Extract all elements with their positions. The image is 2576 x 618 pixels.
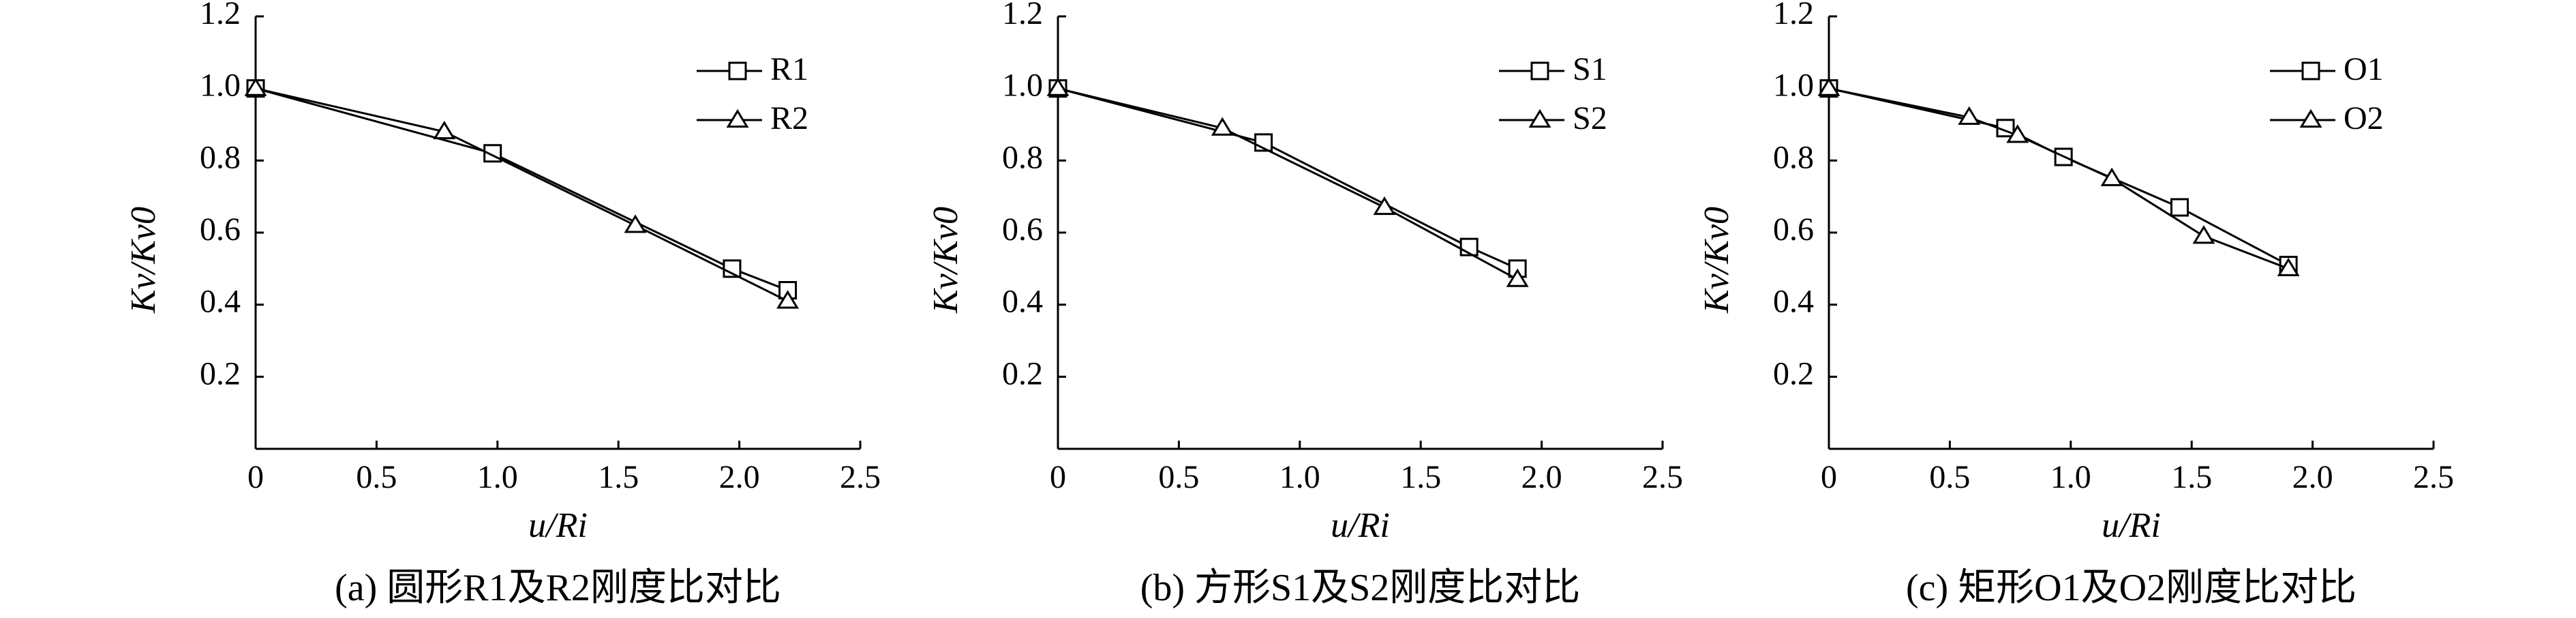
x-tick-label: 0.5 (1929, 459, 1970, 495)
y-tick-label: 1.0 (1002, 68, 1043, 104)
x-tick-label: 2.5 (2413, 459, 2454, 495)
marker (1459, 237, 1479, 256)
marker (624, 214, 647, 233)
x-tick-label: 2.0 (719, 459, 760, 495)
y-tick-label: 0.2 (200, 355, 241, 392)
marker (1528, 108, 1551, 128)
y-tick-label: 0.4 (1773, 284, 1814, 320)
x-tick-label: 2.5 (1642, 459, 1683, 495)
marker (2277, 257, 2300, 276)
y-tick-label: 0.2 (1002, 355, 1043, 392)
marker (244, 77, 267, 96)
legend-label: O2 (2344, 100, 2384, 136)
legend-label: S1 (1573, 51, 1607, 87)
y-tick-label: 0.8 (1002, 139, 1043, 175)
series-line (1057, 87, 1518, 270)
series-line (255, 87, 789, 291)
legend-label: S2 (1573, 100, 1607, 136)
marker (1958, 106, 1981, 126)
x-tick-label: 1.0 (2050, 459, 2091, 495)
x-tick-label: 1.0 (477, 459, 518, 495)
series-line (1828, 87, 2289, 266)
x-tick-label: 1.5 (1400, 459, 1441, 495)
y-tick-label: 1.2 (1002, 0, 1043, 31)
x-axis-label: u/Ri (528, 506, 588, 545)
x-tick-label: 0 (1050, 459, 1066, 495)
marker (2192, 225, 2215, 244)
y-tick-label: 1.0 (1773, 68, 1814, 104)
marker (726, 108, 749, 128)
y-tick-label: 0.4 (200, 284, 241, 320)
y-tick-label: 1.2 (200, 0, 241, 31)
y-tick-label: 0.8 (1773, 139, 1814, 175)
x-tick-label: 2.5 (840, 459, 881, 495)
x-axis-label: u/Ri (2102, 506, 2161, 545)
series-line (1057, 87, 1518, 281)
marker (2006, 124, 2029, 143)
y-tick-label: 1.0 (200, 68, 241, 104)
x-tick-label: 0 (1821, 459, 1837, 495)
marker (1530, 61, 1549, 80)
caption: (c) 矩形O1及O2刚度比对比 (1906, 567, 2357, 609)
marker (433, 120, 456, 140)
caption: (a) 圆形R1及R2刚度比对比 (335, 567, 781, 609)
marker (2100, 167, 2123, 186)
marker (1817, 77, 1840, 96)
series-line (255, 87, 789, 302)
legend-label: R1 (770, 51, 808, 87)
x-tick-label: 2.0 (1521, 459, 1562, 495)
marker (728, 61, 747, 80)
marker (1373, 196, 1396, 216)
y-tick-label: 0.6 (1773, 211, 1814, 248)
x-tick-label: 0.5 (1158, 459, 1199, 495)
marker (1506, 268, 1529, 287)
y-tick-label: 1.2 (1773, 0, 1814, 31)
y-axis-label: Kv/Kv0 (1697, 207, 1736, 314)
x-tick-label: 0.5 (356, 459, 397, 495)
legend-label: R2 (770, 100, 808, 136)
caption: (b) 方形S1及S2刚度比对比 (1140, 567, 1581, 609)
marker (2301, 61, 2320, 80)
marker (2170, 198, 2189, 217)
marker (1211, 117, 1234, 136)
series-line (1828, 87, 2289, 270)
y-axis-label: Kv/Kv0 (926, 207, 965, 314)
x-tick-label: 1.5 (598, 459, 639, 495)
marker (1046, 77, 1070, 96)
x-axis-label: u/Ri (1331, 506, 1390, 545)
x-tick-label: 1.5 (2171, 459, 2212, 495)
x-tick-label: 1.0 (1279, 459, 1320, 495)
legend-label: O1 (2344, 51, 2384, 87)
x-tick-label: 0 (247, 459, 264, 495)
x-tick-label: 2.0 (2292, 459, 2333, 495)
y-tick-label: 0.6 (1002, 211, 1043, 248)
y-tick-label: 0.2 (1773, 355, 1814, 392)
y-tick-label: 0.4 (1002, 284, 1043, 320)
marker (776, 290, 800, 309)
y-tick-label: 0.8 (200, 139, 241, 175)
y-tick-label: 0.6 (200, 211, 241, 248)
marker (2299, 108, 2322, 128)
y-axis-label: Kv/Kv0 (124, 207, 163, 314)
